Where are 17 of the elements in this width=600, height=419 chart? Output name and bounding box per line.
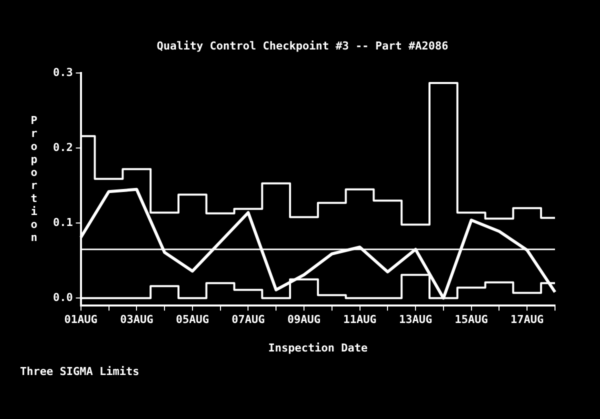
- x-tick-label: 11AUG: [343, 313, 377, 326]
- x-tick-label: 17AUG: [510, 313, 544, 326]
- x-tick-label: 07AUG: [232, 313, 266, 326]
- y-tick-label: 0.2: [52, 141, 73, 154]
- y-tick-label: 0.1: [52, 216, 74, 229]
- y-tick-label: 0.0: [52, 290, 73, 304]
- x-tick-label: 05AUG: [176, 313, 210, 326]
- x-tick-label: 15AUG: [454, 313, 488, 326]
- text: Three SIGMA Limits: [20, 365, 140, 378]
- x-tick-label: 01AUG: [64, 313, 98, 326]
- x-tick-label: 09AUG: [287, 313, 321, 326]
- x-tick-label: 13AUG: [398, 313, 432, 326]
- x-tick-label: 03AUG: [120, 313, 154, 326]
- y-tick-label: 0.3: [52, 66, 73, 80]
- chart-subtitle: Quality Control Checkpoint #3 -- Part #A2086: [156, 39, 449, 52]
- text: Proportion: [30, 114, 38, 244]
- x-axis-title: Inspection Date: [268, 341, 368, 354]
